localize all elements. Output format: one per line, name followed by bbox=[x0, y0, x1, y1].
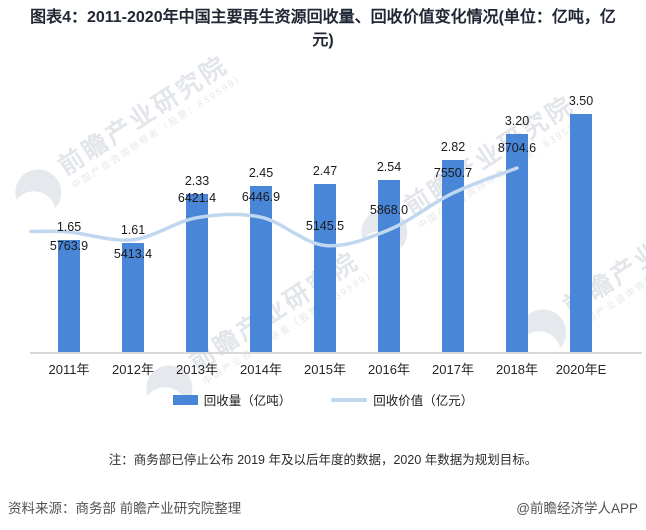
x-axis-label-2015年: 2015年 bbox=[304, 362, 346, 377]
x-axis-label-2012年: 2012年 bbox=[112, 362, 154, 377]
legend: 回收量（亿吨） 回收价值（亿元） bbox=[0, 390, 646, 409]
legend-item-line: 回收价值（亿元） bbox=[331, 390, 473, 409]
bar-value-label: 1.65 bbox=[56, 220, 82, 235]
line-value-label: 5145.5 bbox=[305, 218, 345, 233]
line-value-label: 6421.4 bbox=[177, 190, 217, 205]
legend-line-label: 回收价值（亿元） bbox=[373, 394, 474, 408]
bar-2020年E bbox=[570, 113, 592, 353]
bar-series-swatch-icon bbox=[172, 394, 198, 405]
legend-item-bar: 回收量（亿吨） bbox=[172, 390, 292, 409]
x-axis-label-2013年: 2013年 bbox=[176, 362, 218, 377]
x-axis-label-2014年: 2014年 bbox=[240, 362, 282, 377]
x-axis-label-2011年: 2011年 bbox=[48, 362, 90, 377]
bar-2014年 bbox=[250, 185, 272, 353]
bar-value-label: 2.33 bbox=[184, 173, 210, 188]
source-text: 资料来源：商务部 前瞻产业研究院整理 bbox=[8, 501, 242, 516]
footer: 资料来源：商务部 前瞻产业研究院整理 @前瞻经济学人APP bbox=[8, 497, 638, 517]
x-axis-label-2020年E: 2020年E bbox=[555, 362, 607, 377]
legend-bar-label: 回收量（亿吨） bbox=[203, 394, 292, 408]
line-value-label: 8704.6 bbox=[497, 141, 537, 155]
bar-2017年 bbox=[442, 160, 464, 353]
bar-value-label: 2.54 bbox=[376, 159, 402, 174]
line-series-swatch-icon bbox=[331, 397, 368, 402]
credit-text: @前瞻经济学人APP bbox=[516, 501, 638, 516]
line-value-label: 5413.4 bbox=[113, 246, 153, 261]
bar-value-label: 2.82 bbox=[440, 140, 466, 155]
chart-title: 图表4：2011-2020年中国主要再生资源回收量、回收价值变化情况(单位：亿吨… bbox=[30, 9, 616, 49]
line-value-label: 6446.9 bbox=[241, 190, 281, 205]
line-value-label: 5868.0 bbox=[369, 202, 409, 217]
x-axis-label-2017年: 2017年 bbox=[432, 362, 474, 377]
bar-2011年 bbox=[58, 240, 80, 353]
bar-value-label: 2.45 bbox=[248, 165, 274, 180]
line-value-label: 7550.7 bbox=[433, 166, 473, 181]
x-axis-label-2018年: 2018年 bbox=[496, 362, 538, 377]
bar-2012年 bbox=[122, 243, 144, 353]
bar-2018年 bbox=[506, 134, 528, 353]
x-axis-line bbox=[30, 352, 642, 354]
bar-value-label: 3.50 bbox=[568, 93, 594, 108]
bar-value-label: 3.20 bbox=[504, 114, 530, 129]
bar-value-label: 1.61 bbox=[120, 223, 146, 238]
line-value-label: 5763.9 bbox=[49, 239, 89, 253]
x-axis-label-2016年: 2016年 bbox=[368, 362, 410, 377]
bar-2013年 bbox=[186, 193, 208, 353]
bar-2015年 bbox=[314, 184, 336, 353]
chart-note: 注：商务部已停止公布 2019 年及以后年度的数据，2020 年数据为规划目标。 bbox=[108, 453, 538, 467]
bar-value-label: 2.47 bbox=[312, 164, 338, 179]
